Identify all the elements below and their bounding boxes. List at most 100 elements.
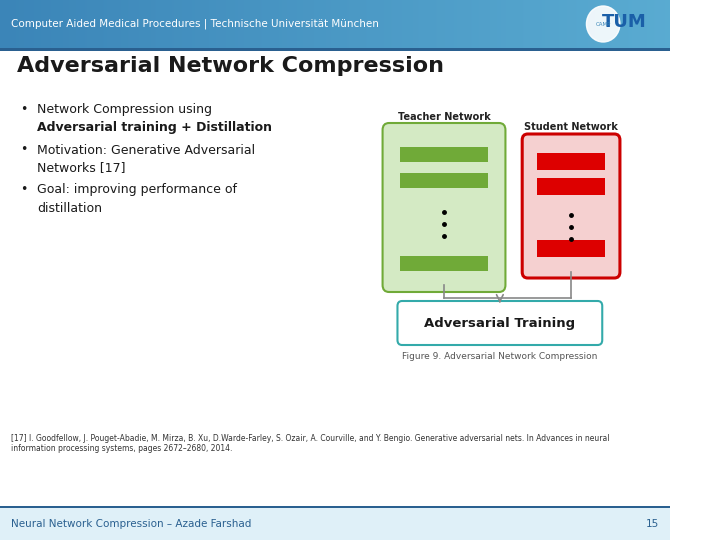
Bar	[337, 0, 338, 48]
Bar	[567, 0, 568, 48]
Bar	[201, 0, 202, 48]
Bar	[161, 0, 162, 48]
Bar	[68, 0, 69, 48]
Bar	[388, 0, 389, 48]
Bar	[389, 0, 390, 48]
Bar	[460, 0, 461, 48]
Bar	[269, 0, 270, 48]
Bar	[442, 0, 443, 48]
Bar	[400, 256, 487, 271]
Bar	[261, 0, 263, 48]
Bar	[104, 0, 105, 48]
Bar	[521, 0, 522, 48]
Bar	[402, 0, 403, 48]
Bar	[177, 0, 178, 48]
Bar	[15, 0, 16, 48]
Bar	[138, 0, 139, 48]
Bar	[211, 0, 212, 48]
Bar	[317, 0, 318, 48]
Bar	[494, 0, 495, 48]
Bar	[325, 0, 327, 48]
Text: •: •	[20, 104, 28, 117]
Bar	[290, 0, 292, 48]
Bar	[379, 0, 381, 48]
Bar	[417, 0, 418, 48]
Bar	[640, 0, 642, 48]
Bar	[547, 0, 548, 48]
Bar	[418, 0, 419, 48]
Bar	[174, 0, 175, 48]
Bar	[464, 0, 465, 48]
Bar	[385, 0, 387, 48]
Bar	[198, 0, 199, 48]
Bar	[3, 0, 4, 48]
Bar	[654, 0, 655, 48]
Bar	[536, 0, 537, 48]
Bar	[81, 0, 82, 48]
Bar	[218, 0, 219, 48]
Bar	[140, 0, 142, 48]
Bar	[13, 0, 14, 48]
Text: Neural Network Compression – Azade Farshad: Neural Network Compression – Azade Farsh…	[12, 519, 251, 529]
Bar	[144, 0, 145, 48]
Bar	[0, 48, 670, 51]
Bar	[42, 0, 44, 48]
Bar	[647, 0, 648, 48]
Bar	[404, 0, 405, 48]
Bar	[656, 0, 657, 48]
Bar	[643, 0, 644, 48]
Bar	[496, 0, 497, 48]
Bar	[576, 0, 577, 48]
Bar	[322, 0, 323, 48]
Bar	[38, 0, 39, 48]
Bar	[508, 0, 509, 48]
Bar	[372, 0, 373, 48]
Bar	[86, 0, 88, 48]
Bar	[371, 0, 372, 48]
Bar	[503, 0, 505, 48]
Bar	[168, 0, 169, 48]
Bar	[277, 0, 279, 48]
Bar	[12, 0, 13, 48]
Bar	[343, 0, 344, 48]
Bar	[193, 0, 194, 48]
Bar	[200, 0, 201, 48]
Bar	[77, 0, 78, 48]
Bar	[314, 0, 315, 48]
Bar	[276, 0, 277, 48]
Bar	[306, 0, 307, 48]
Bar	[405, 0, 406, 48]
Bar	[320, 0, 321, 48]
Bar	[51, 0, 52, 48]
Bar	[199, 0, 200, 48]
Bar	[253, 0, 254, 48]
Bar	[408, 0, 409, 48]
Bar	[534, 0, 535, 48]
Bar	[303, 0, 305, 48]
Bar	[607, 0, 608, 48]
Bar	[327, 0, 328, 48]
Text: Adversarial training + Distillation: Adversarial training + Distillation	[37, 122, 272, 134]
Bar	[249, 0, 251, 48]
Bar	[514, 0, 515, 48]
Bar	[135, 0, 136, 48]
Bar	[279, 0, 280, 48]
Bar	[580, 0, 581, 48]
Bar	[232, 0, 233, 48]
Bar	[411, 0, 413, 48]
Bar	[469, 0, 470, 48]
Bar	[554, 0, 555, 48]
Bar	[353, 0, 354, 48]
Bar	[483, 0, 484, 48]
Bar	[267, 0, 268, 48]
Bar	[331, 0, 333, 48]
Bar	[413, 0, 414, 48]
Bar	[26, 0, 27, 48]
Bar	[110, 0, 111, 48]
Bar	[281, 0, 282, 48]
Bar	[382, 0, 384, 48]
Bar	[23, 0, 24, 48]
Bar	[70, 0, 71, 48]
Bar	[63, 0, 64, 48]
Text: 15: 15	[646, 519, 659, 529]
